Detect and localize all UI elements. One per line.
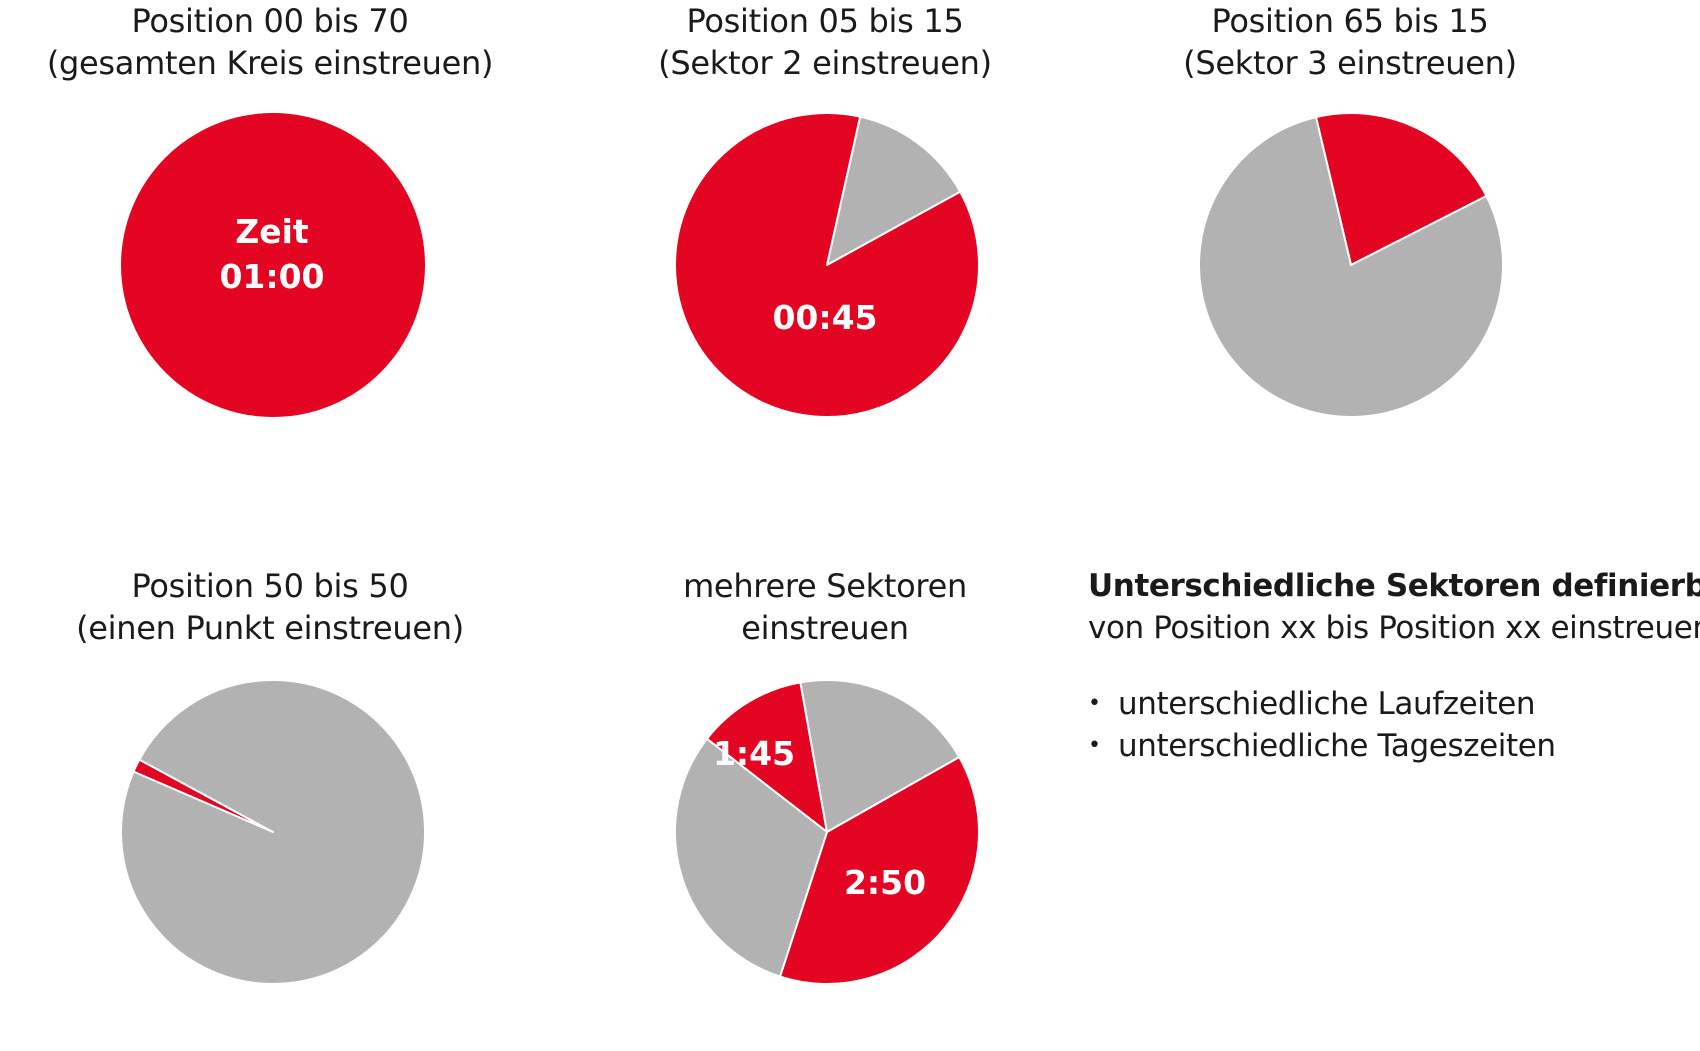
list-item-text: unterschiedliche Tageszeiten: [1118, 728, 1556, 764]
panel-3-title: Position 65 bis 15 (Sektor 3 einstreuen): [1080, 0, 1620, 84]
panel-1-title: Position 00 bis 70 (gesamten Kreis einst…: [0, 0, 540, 84]
panel-2-title-line1: Position 05 bis 15: [686, 2, 964, 40]
pie-sector-inactive: [799, 679, 961, 833]
panel-4-title-line1: Position 50 bis 50: [131, 567, 409, 605]
pie-sector-inactive: [1197, 116, 1504, 418]
panel-3-title-line2: (Sektor 3 einstreuen): [1183, 44, 1517, 82]
panel-1-label-time: 01:00: [219, 257, 324, 296]
panel-4-pie: [120, 678, 426, 985]
pie-sector-active: [121, 113, 425, 417]
panel-5-title-line2: einstreuen: [741, 609, 909, 647]
panel-5-title: mehrere Sektoren einstreuen: [555, 565, 1095, 649]
info-note: Unterschiedliche Sektoren definierbar: v…: [1088, 565, 1700, 767]
pie-sector-active: [1314, 112, 1488, 266]
bullet-icon: •: [1088, 733, 1101, 758]
info-note-heading: Unterschiedliche Sektoren definierbar:: [1088, 568, 1700, 604]
panel-4-title: Position 50 bis 50 (einen Punkt einstreu…: [0, 565, 540, 649]
panel-2-pie: 00:45: [674, 112, 980, 418]
list-item: • unterschiedliche Laufzeiten: [1088, 683, 1688, 725]
panel-2-title-line2: (Sektor 2 einstreuen): [658, 44, 992, 82]
list-item-text: unterschiedliche Laufzeiten: [1118, 686, 1536, 722]
panel-4-title-line2: (einen Punkt einstreuen): [76, 609, 464, 647]
info-note-list: • unterschiedliche Laufzeiten • untersch…: [1088, 683, 1688, 767]
panel-2-label-time: 00:45: [772, 298, 877, 337]
panel-5-label-time-1: 1:45: [713, 734, 795, 773]
panel-1-label-zeit: Zeit: [235, 212, 309, 251]
panel-5-title-line1: mehrere Sektoren: [683, 567, 967, 605]
panel-1-title-line1: Position 00 bis 70: [131, 2, 409, 40]
panel-3-pie: [1197, 112, 1504, 418]
panel-3-title-line1: Position 65 bis 15: [1211, 2, 1489, 40]
bullet-icon: •: [1088, 691, 1101, 716]
panel-1-pie: Zeit 01:00: [121, 113, 425, 417]
panel-2-title: Position 05 bis 15 (Sektor 2 einstreuen): [555, 0, 1095, 84]
pie-sector-inactive: [826, 115, 962, 266]
pie-sector-inactive: [674, 737, 828, 978]
pie-sector-inactive: [120, 678, 426, 985]
list-item: • unterschiedliche Tageszeiten: [1088, 725, 1688, 767]
info-note-subheading: von Position xx bis Position xx einstreu…: [1088, 610, 1700, 646]
pie-sector-active: [705, 681, 828, 833]
panel-5-pie: 1:45 2:50: [674, 679, 980, 985]
panel-5-label-time-2: 2:50: [844, 863, 926, 902]
pie-sector-active: [674, 112, 980, 418]
pie-sector-active: [779, 756, 980, 985]
panel-1-title-line2: (gesamten Kreis einstreuen): [46, 44, 494, 82]
